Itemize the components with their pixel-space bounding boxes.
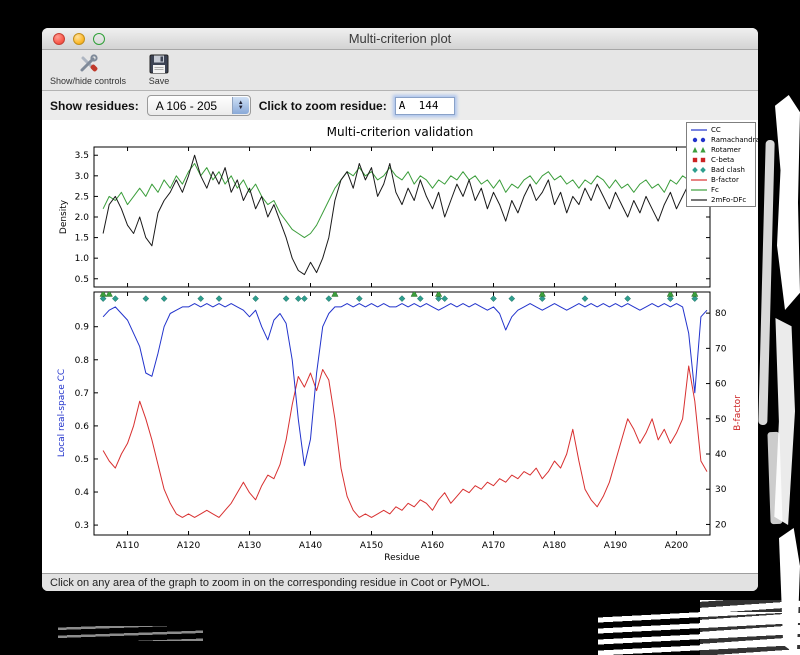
svg-text:20: 20 [715, 520, 727, 530]
residue-range-value: A 106 - 205 [155, 98, 218, 113]
save-icon [149, 54, 169, 74]
rotamer-markers [99, 292, 699, 297]
diamond-symbol-icon [692, 167, 706, 173]
svg-text:A160: A160 [421, 541, 445, 551]
2mFo-DFc-line [102, 154, 708, 276]
legend-entry-rotamer: Rotamer [690, 146, 752, 154]
bad-clash-markers [99, 295, 699, 302]
legend-label: Rotamer [711, 146, 741, 154]
line-symbol-icon [691, 199, 707, 201]
scan-artifact [700, 600, 800, 655]
bfactor-line [102, 365, 708, 518]
legend-entry-fc: Fc [690, 186, 752, 194]
plot-legend: CC Ramachandran Rotamer C-beta Bad clash B-fa… [686, 122, 758, 207]
legend-entry-bad-clash: Bad clash [690, 166, 752, 174]
density-axis-label: Density [59, 199, 69, 235]
svg-text:60: 60 [715, 380, 727, 390]
svg-text:1.5: 1.5 [75, 234, 89, 244]
axes-frame [93, 291, 711, 536]
plot-panel: A110 A120 A130 A140 A150 A160 A170 A180 A190 A200… [42, 120, 758, 573]
legend-label: Bad clash [711, 166, 745, 174]
show-residues-label: Show residues: [50, 98, 139, 113]
svg-text:A190: A190 [604, 541, 628, 551]
svg-text:3.5: 3.5 [75, 151, 89, 161]
svg-text:0.8: 0.8 [75, 356, 90, 366]
legend-label: C-beta [711, 156, 735, 164]
legend-entry-b-factor: B-factor [690, 176, 752, 184]
legend-entry-c-beta: C-beta [690, 156, 752, 164]
window-title: Multi-criterion plot [348, 31, 452, 46]
show-hide-controls-label: Show/hide controls [50, 76, 127, 86]
svg-text:A130: A130 [238, 541, 262, 551]
svg-text:A140: A140 [299, 541, 323, 551]
toolbar: Show/hide controls Save [42, 50, 758, 91]
legend-entry-cc: CC [690, 126, 752, 134]
svg-text:A110: A110 [116, 541, 140, 551]
scan-artifact [58, 626, 203, 641]
minimize-button[interactable] [73, 33, 85, 45]
line-symbol-icon [691, 179, 707, 181]
legend-entry-ramachandran: Ramachandran [690, 136, 758, 144]
controls-bar: Show residues: A 106 - 205 ▲ ▼ Click to z… [42, 91, 758, 120]
residue-range-select[interactable]: A 106 - 205 ▲ ▼ [146, 95, 251, 116]
titlebar[interactable]: Multi-criterion plot [42, 28, 758, 50]
svg-text:0.7: 0.7 [75, 389, 89, 399]
square-symbol-icon [692, 157, 706, 163]
svg-text:0.9: 0.9 [75, 323, 90, 333]
app-window: Multi-criterion plot Show/hide controls [42, 28, 758, 591]
svg-text:0.4: 0.4 [75, 488, 90, 498]
cc-line [102, 303, 708, 467]
svg-text:A200: A200 [665, 541, 689, 551]
traffic-lights [53, 33, 105, 45]
svg-text:3.0: 3.0 [75, 172, 90, 182]
status-bar: Click on any area of the graph to zoom i… [42, 573, 758, 591]
figure-title: Multi-criterion validation [326, 125, 474, 139]
legend-entry-2mfo-dfc: 2mFo-DFc [690, 196, 752, 204]
Fc-line [102, 163, 708, 239]
bfactor-axis-label: B-factor [733, 395, 743, 431]
close-button[interactable] [53, 33, 65, 45]
cc-axis-label: Local real-space CC [57, 368, 67, 458]
axes-frame [93, 146, 711, 288]
legend-label: Fc [711, 186, 719, 194]
save-button[interactable]: Save [142, 53, 176, 86]
save-label: Save [148, 76, 170, 86]
legend-label: 2mFo-DFc [711, 196, 747, 204]
svg-text:70: 70 [715, 344, 727, 354]
svg-text:A120: A120 [177, 541, 201, 551]
zoom-residue-input[interactable] [394, 96, 455, 115]
svg-text:1.0: 1.0 [75, 254, 90, 264]
svg-text:A150: A150 [360, 541, 384, 551]
zoom-residue-label: Click to zoom residue: [258, 98, 387, 113]
line-symbol-icon [691, 129, 707, 131]
svg-text:2.0: 2.0 [75, 213, 90, 223]
svg-text:0.5: 0.5 [75, 275, 89, 285]
triangle-symbol-icon [692, 147, 706, 153]
status-text: Click on any area of the graph to zoom i… [50, 576, 490, 589]
svg-text:0.3: 0.3 [75, 521, 89, 531]
svg-text:40: 40 [715, 450, 727, 460]
show-hide-controls-button[interactable]: Show/hide controls [50, 53, 126, 86]
stepper-arrows-icon[interactable]: ▲ ▼ [231, 97, 249, 114]
zoom-button[interactable] [93, 33, 105, 45]
svg-text:A180: A180 [543, 541, 567, 551]
svg-text:30: 30 [715, 485, 727, 495]
svg-text:0.5: 0.5 [75, 455, 89, 465]
scan-artifact [775, 95, 800, 310]
tools-icon [80, 54, 98, 72]
svg-text:80: 80 [715, 309, 727, 319]
legend-label: Ramachandran [711, 136, 758, 144]
legend-label: B-factor [711, 176, 739, 184]
multi-criterion-plot[interactable]: A110 A120 A130 A140 A150 A160 A170 A180 A190 A200… [42, 120, 758, 573]
svg-text:0.6: 0.6 [75, 422, 90, 432]
svg-text:50: 50 [715, 415, 727, 425]
svg-text:A170: A170 [482, 541, 506, 551]
legend-label: CC [711, 126, 721, 134]
scan-artifact [758, 139, 775, 426]
svg-text:2.5: 2.5 [75, 192, 89, 202]
line-symbol-icon [691, 189, 707, 191]
circle-symbol-icon [692, 137, 706, 143]
residue-axis-label: Residue [384, 553, 420, 563]
